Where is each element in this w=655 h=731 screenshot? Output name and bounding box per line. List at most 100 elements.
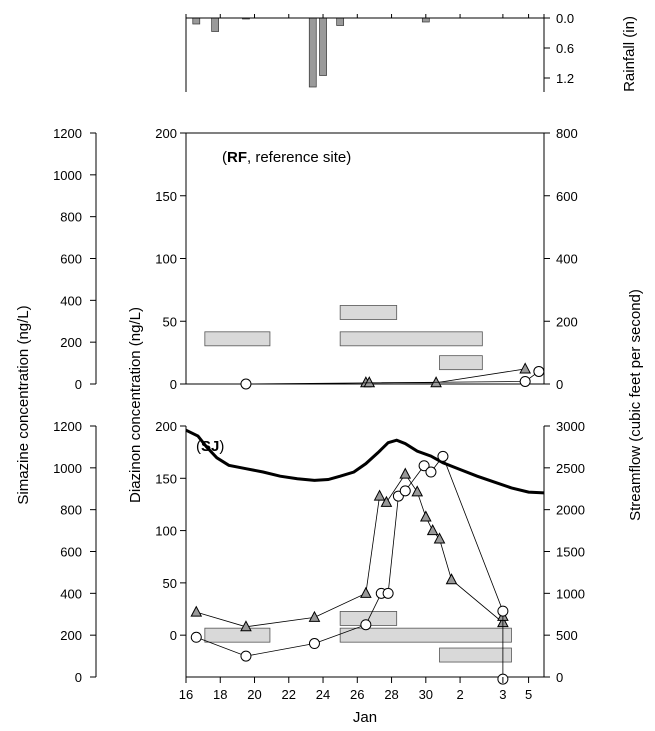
rf-diazinon-tick-label: 100 — [155, 252, 177, 267]
sj-streamflow-tick-label: 3000 — [556, 419, 585, 434]
rainfall-y-tick-label: 1.2 — [556, 71, 574, 86]
diazinon-axis-label: Diazinon concentration (ng/L) — [127, 307, 144, 503]
rf-diazinon-tick-label: 200 — [155, 126, 177, 141]
sj-streamflow-tick-label: 2500 — [556, 461, 585, 476]
sj-circle-point — [418, 460, 430, 472]
sj-simazine-tick-label: 1200 — [53, 419, 82, 434]
sj-circle-point — [240, 650, 252, 662]
sj-triangle-point — [380, 495, 393, 507]
rainfall-x-ticks — [185, 14, 530, 18]
sj-circle-series-line — [196, 455, 504, 680]
sj-circle-point — [437, 450, 449, 462]
sj-triangle-point — [433, 532, 446, 544]
sj-circle-point — [399, 485, 411, 497]
x-axis-ticks: 16 18 20 22 24 26 28 30 2 3 5 — [179, 677, 532, 702]
x-tick-label: 5 — [525, 687, 532, 702]
rf-diazinon-tick-label: 150 — [155, 189, 177, 204]
sj-diazinon-tick-label: 0 — [170, 628, 177, 643]
sj-triangle-point — [190, 605, 203, 617]
sj-simazine-tick-label: 1000 — [53, 461, 82, 476]
rainfall-bar — [192, 17, 201, 25]
rf-streamflow-tick-label: 800 — [556, 126, 578, 141]
rainfall-y-tick-label: 0.6 — [556, 41, 574, 56]
rf-ticks: 0 50 100 150 200 0 200 400 600 800 1000 1200 0 200 400… — [53, 126, 578, 392]
rf-diazinon-tick-label: 50 — [163, 314, 177, 329]
rainfall-bar — [211, 17, 219, 32]
rf-shaded-bar — [439, 355, 483, 371]
sj-circle-point — [308, 638, 320, 650]
rf-streamflow-tick-label: 200 — [556, 314, 578, 329]
sj-shaded-bar — [439, 647, 512, 663]
sj-circle-point — [382, 587, 394, 599]
rf-simazine-tick-label: 200 — [60, 335, 82, 350]
rainfall-bar — [319, 17, 327, 76]
sj-shaded-bars — [204, 611, 512, 663]
sj-diazinon-tick-label: 200 — [155, 419, 177, 434]
x-tick-label: 2 — [456, 687, 463, 702]
sj-triangle-point — [419, 510, 432, 522]
rainfall-bar — [308, 17, 317, 88]
streamflow-axis-label: Streamflow (cubic feet per second) — [627, 289, 644, 521]
rainfall-bar — [336, 17, 345, 26]
rf-diazinon-tick-label: 0 — [170, 377, 177, 392]
sj-simazine-tick-label: 800 — [60, 503, 82, 518]
sj-shaded-bar — [204, 627, 271, 643]
rf-simazine-tick-label: 400 — [60, 293, 82, 308]
streamflow-line — [185, 428, 545, 495]
sj-streamflow-tick-label: 2000 — [556, 503, 585, 518]
rf-triangle-point — [519, 362, 531, 374]
x-tick-label: 22 — [282, 687, 296, 702]
sj-ticks: 0501001502000200400600800100012000500100… — [53, 419, 585, 685]
sj-diazinon-tick-label: 50 — [163, 576, 177, 591]
rf-circle-point — [519, 375, 531, 387]
x-tick-label: 16 — [179, 687, 193, 702]
sj-streamflow-tick-label: 1500 — [556, 545, 585, 560]
rf-triangle-point — [363, 376, 376, 388]
rf-shaded-bars — [204, 305, 483, 371]
rf-triangle-series-line — [365, 368, 526, 384]
sj-circle-point — [360, 619, 372, 631]
sj-streamflow-tick-label: 500 — [556, 628, 578, 643]
rainfall-y-tick-label: 0.0 — [556, 11, 574, 26]
rf-annotation: (RF, reference site) — [222, 149, 351, 166]
x-tick-label: 28 — [384, 687, 398, 702]
rf-circle-point — [240, 378, 252, 390]
sj-triangle-series-line — [196, 473, 504, 628]
sj-streamflow-tick-label: 0 — [556, 670, 563, 685]
simazine-axis-label: Simazine concentration (ng/L) — [15, 305, 32, 504]
sj-series — [185, 428, 545, 685]
rainfall-bar — [421, 17, 430, 23]
x-tick-label: 3 — [499, 687, 506, 702]
rf-simazine-tick-label: 0 — [75, 377, 82, 392]
x-tick-label: 26 — [350, 687, 364, 702]
rf-shaded-bar — [339, 331, 483, 347]
sj-triangle-point — [445, 573, 458, 585]
rf-panel: 0 50 100 150 200 0 200 400 600 800 1000 1200 0 200 400… — [53, 126, 578, 392]
rf-simazine-tick-label: 800 — [60, 210, 82, 225]
rainfall-panel: 0.0 0.6 1.2 Rainfall (in) — [185, 11, 638, 92]
rf-simazine-tick-label: 1000 — [53, 168, 82, 183]
rf-simazine-tick-label: 600 — [60, 252, 82, 267]
sj-triangle-point — [360, 586, 372, 598]
x-axis-label: Jan — [353, 709, 377, 726]
rf-streamflow-tick-label: 0 — [556, 377, 563, 392]
sj-triangle-point — [240, 620, 252, 632]
sj-circle-point — [497, 605, 509, 617]
sj-panel: 0501001502000200400600800100012000500100… — [53, 419, 585, 726]
rf-shaded-bar — [339, 305, 398, 320]
x-tick-label: 30 — [419, 687, 433, 702]
rf-streamflow-tick-label: 400 — [556, 252, 578, 267]
rf-circle-point — [533, 365, 545, 377]
sj-triangle-point — [426, 524, 439, 536]
sj-simazine-tick-label: 200 — [60, 628, 82, 643]
sj-circle-point — [190, 631, 202, 643]
sj-triangle-point — [373, 489, 386, 501]
x-tick-label: 20 — [247, 687, 261, 702]
x-tick-label: 24 — [316, 687, 330, 702]
rf-series — [240, 362, 545, 390]
sj-simazine-tick-label: 0 — [75, 670, 82, 685]
sj-simazine-tick-label: 600 — [60, 545, 82, 560]
sj-simazine-tick-label: 400 — [60, 586, 82, 601]
sj-streamflow-tick-label: 1000 — [556, 586, 585, 601]
